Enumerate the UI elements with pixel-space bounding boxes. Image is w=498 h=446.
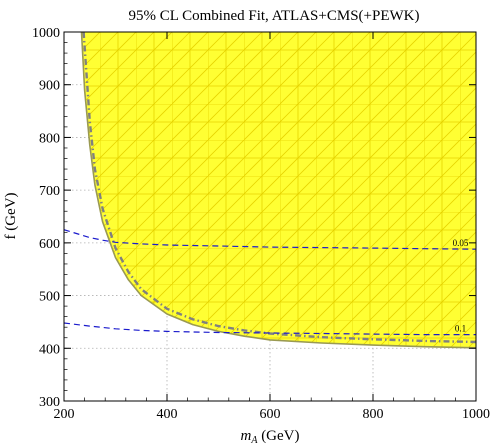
y-tick-label: 700 bbox=[39, 184, 60, 199]
y-tick-label: 900 bbox=[39, 79, 60, 94]
y-tick-label: 800 bbox=[39, 131, 60, 146]
contour-labels: 0.05 0.1 bbox=[453, 238, 469, 333]
y-tick-label: 500 bbox=[39, 290, 60, 305]
chart-title: 95% CL Combined Fit, ATLAS+CMS(+PEWK) bbox=[129, 8, 420, 24]
contour-0.1 bbox=[64, 322, 476, 336]
contour-0.05 bbox=[64, 229, 476, 250]
boundary-curve bbox=[80, 32, 476, 349]
x-axis-label-sub: A bbox=[250, 435, 258, 446]
x-tick-label: 200 bbox=[54, 407, 75, 422]
x-tick-label: 800 bbox=[363, 407, 384, 422]
axis-ticks: 200 400 600 800 1000 300 400 500 600 700 800 900 100… bbox=[32, 26, 490, 422]
x-tick-label: 600 bbox=[260, 407, 281, 422]
y-tick-label: 1000 bbox=[32, 26, 60, 41]
y-tick-label: 400 bbox=[39, 342, 60, 357]
contour-label: 0.05 bbox=[453, 238, 469, 248]
x-axis-label-unit: (GeV) bbox=[257, 428, 299, 444]
excluded-region-fill bbox=[81, 32, 476, 348]
x-tick-label: 400 bbox=[157, 407, 178, 422]
contour-label: 0.1 bbox=[455, 323, 466, 333]
x-axis-label-m: m bbox=[240, 428, 251, 444]
x-axis-label: mA (GeV) bbox=[240, 428, 299, 446]
y-tick-label: 300 bbox=[39, 395, 60, 410]
x-tick-label: 1000 bbox=[462, 407, 490, 422]
excluded-region bbox=[81, 32, 476, 348]
y-tick-label: 600 bbox=[39, 237, 60, 252]
series-lines bbox=[64, 32, 476, 349]
y-axis-label: f (GeV) bbox=[3, 192, 19, 239]
pewk-boundary-curve bbox=[82, 32, 476, 344]
